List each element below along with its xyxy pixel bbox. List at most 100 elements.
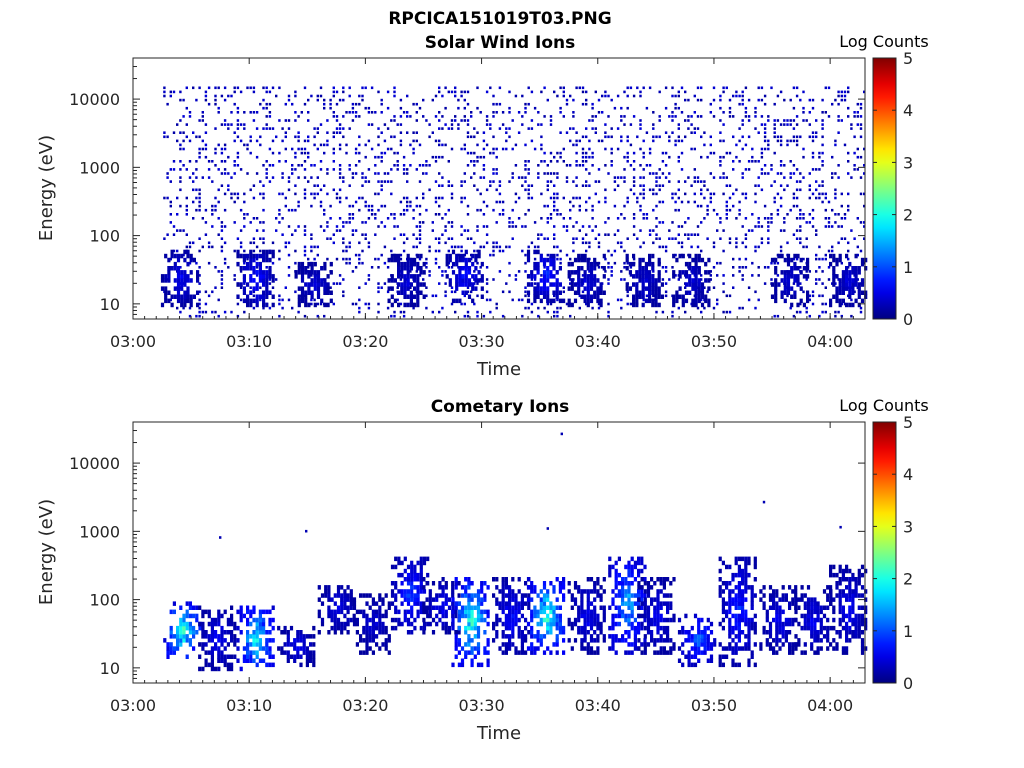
heatmap-cell: [504, 593, 508, 598]
heatmap-cell: [406, 609, 411, 615]
heatmap-cell: [304, 270, 308, 275]
heatmap-cell: [189, 294, 193, 299]
heatmap-cell: [514, 593, 518, 598]
heatmap-cell: [233, 642, 237, 647]
heatmap-cell: [397, 290, 401, 295]
heatmap-cell: [188, 314, 192, 318]
heatmap-cell: [326, 286, 330, 291]
heatmap-cell: [556, 208, 559, 212]
heatmap-cell: [380, 253, 383, 257]
heatmap-cell: [463, 172, 466, 175]
heatmap-cell: [415, 119, 418, 122]
heatmap-cell: [626, 160, 629, 163]
heatmap-cell: [716, 298, 719, 302]
heatmap-cell: [402, 155, 406, 159]
heatmap-cell: [770, 294, 775, 299]
heatmap-cell: [262, 625, 266, 631]
heatmap-cell: [593, 282, 597, 287]
heatmap-cell: [204, 155, 208, 159]
heatmap-cell: [451, 601, 455, 606]
heatmap-cell: [627, 630, 631, 635]
heatmap-cell: [393, 314, 396, 318]
heatmap-cell: [406, 593, 411, 598]
heatmap-cell: [773, 131, 776, 134]
heatmap-cell: [593, 597, 597, 602]
heatmap-cell: [501, 585, 505, 590]
heatmap-cell: [555, 638, 559, 643]
heatmap-cell: [329, 237, 332, 240]
heatmap-cell: [299, 630, 303, 635]
heatmap-cell: [375, 609, 379, 615]
heatmap-cell: [575, 86, 578, 90]
heatmap-cell: [342, 127, 345, 130]
heatmap-cell: [572, 241, 575, 245]
heatmap-cell: [593, 609, 597, 615]
heatmap-cell: [255, 625, 259, 631]
heatmap-cell: [278, 160, 281, 163]
heatmap-cell: [346, 605, 350, 610]
heatmap-cell: [593, 621, 597, 627]
heatmap-cell: [348, 257, 351, 261]
heatmap-cell: [555, 613, 559, 619]
heatmap-cell: [230, 111, 233, 114]
heatmap-cell: [364, 204, 367, 208]
heatmap-cell: [296, 630, 300, 635]
heatmap-cell: [552, 253, 556, 259]
heatmap-cell: [477, 278, 481, 283]
heatmap-cell: [223, 646, 227, 651]
heatmap-cell: [252, 270, 256, 275]
heatmap-cell: [249, 241, 252, 245]
heatmap-cell: [252, 634, 256, 639]
heatmap-cell: [169, 94, 172, 98]
heatmap-cell: [476, 188, 479, 192]
heatmap-cell: [577, 257, 581, 263]
heatmap-cell: [651, 266, 655, 271]
heatmap-cell: [661, 151, 665, 155]
heatmap-cell: [243, 217, 246, 220]
heatmap-cell: [589, 266, 594, 271]
heatmap-cell: [259, 249, 262, 253]
heatmap-cell: [845, 266, 849, 271]
heatmap-cell: [345, 196, 348, 200]
heatmap-cell: [444, 282, 447, 285]
heatmap-cell: [614, 605, 618, 610]
heatmap-cell: [859, 115, 863, 118]
heatmap-cell: [255, 294, 259, 299]
heatmap-cell: [725, 208, 728, 212]
heatmap-cell: [553, 155, 556, 159]
heatmap-cell: [716, 261, 719, 265]
heatmap-cell: [338, 127, 342, 130]
heatmap-cell: [719, 139, 722, 143]
heatmap-cell: [562, 577, 566, 582]
heatmap-cell: [410, 572, 414, 578]
heatmap-cell: [416, 266, 420, 271]
heatmap-cell: [309, 658, 313, 663]
heatmap-cell: [326, 172, 329, 175]
heatmap-cell: [179, 625, 183, 631]
heatmap-cell: [413, 601, 417, 606]
heatmap-cell: [233, 621, 237, 627]
heatmap-cell: [416, 585, 420, 590]
heatmap-cell: [725, 217, 728, 220]
heatmap-cell: [377, 225, 380, 228]
heatmap-cell: [307, 270, 311, 275]
heatmap-cell: [323, 302, 327, 308]
heatmap-cell: [863, 221, 866, 224]
heatmap-cell: [572, 196, 575, 200]
heatmap-cell: [539, 609, 543, 615]
heatmap-cell: [586, 257, 590, 263]
heatmap-cell: [504, 642, 508, 647]
heatmap-cell: [585, 160, 588, 163]
heatmap-cell: [438, 282, 441, 285]
heatmap-cell: [413, 572, 417, 578]
heatmap-cell: [271, 654, 275, 659]
heatmap-cell: [722, 86, 725, 90]
heatmap-cell: [514, 192, 518, 196]
heatmap-cell: [639, 184, 642, 187]
heatmap-cell: [780, 278, 784, 283]
heatmap-cell: [204, 90, 208, 94]
heatmap-cell: [593, 613, 597, 619]
heatmap-cell: [540, 192, 543, 196]
heatmap-cell: [476, 609, 481, 615]
heatmap-cell: [687, 217, 690, 220]
